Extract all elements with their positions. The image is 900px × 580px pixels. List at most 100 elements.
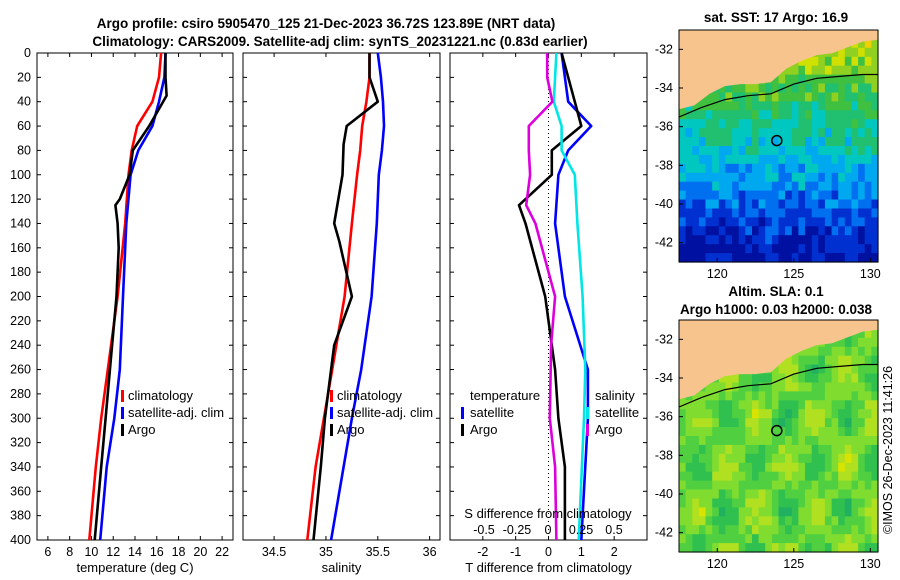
map-cell xyxy=(844,146,852,156)
map-cell xyxy=(692,409,700,419)
map-cell xyxy=(871,181,879,192)
map-cell xyxy=(685,217,693,227)
argo-position-marker xyxy=(771,134,783,147)
map-cell xyxy=(771,453,780,464)
map-cell xyxy=(758,543,766,553)
map-cell xyxy=(758,409,766,419)
map-cell xyxy=(758,137,766,147)
map-cell xyxy=(679,154,687,165)
map-cell xyxy=(765,516,773,526)
map-cell xyxy=(864,418,872,428)
map-cell xyxy=(765,137,773,147)
map-cell xyxy=(818,498,826,508)
map-cell xyxy=(705,172,713,183)
map-cell xyxy=(791,409,799,419)
map-cell xyxy=(712,507,720,517)
map-cell xyxy=(778,217,786,227)
map-cell xyxy=(844,436,852,446)
map-cell xyxy=(778,444,786,455)
y-tick-label: 40 xyxy=(17,95,31,109)
map-cell xyxy=(752,373,760,383)
map-cell xyxy=(692,253,700,263)
map-cell xyxy=(752,507,760,517)
map-cell xyxy=(718,244,726,254)
map-cell xyxy=(824,235,833,245)
map-cell xyxy=(858,65,866,76)
map-cell xyxy=(705,436,713,446)
map-cell xyxy=(778,382,786,392)
map-cell xyxy=(698,436,707,446)
secondary-axis-label: S difference from climatology xyxy=(464,506,632,521)
map-cell xyxy=(871,92,879,102)
legend-label: satellite-adj. clim xyxy=(337,405,433,420)
map-cell xyxy=(738,400,746,410)
map-cell xyxy=(692,154,700,165)
map-cell xyxy=(752,110,760,120)
map-cell xyxy=(831,199,839,209)
legend-label: satellite xyxy=(470,405,514,420)
map-cell xyxy=(752,128,760,138)
x-tick-label: 22 xyxy=(215,545,229,559)
map-cell xyxy=(785,83,793,93)
map-cell xyxy=(732,400,740,410)
map-cell xyxy=(838,444,846,455)
map-cell xyxy=(798,65,806,76)
map-cell xyxy=(818,199,826,209)
map-cell xyxy=(685,480,693,491)
map-cell xyxy=(738,471,746,482)
map-cell xyxy=(805,471,813,482)
map-cell xyxy=(771,172,780,183)
map-cell xyxy=(851,498,859,508)
map-cell xyxy=(824,534,833,544)
map-cell xyxy=(805,56,813,67)
map-cell xyxy=(679,498,687,508)
map-cell xyxy=(838,391,846,401)
map-cell xyxy=(732,217,740,227)
map-cell xyxy=(844,498,852,508)
map-cell xyxy=(738,190,746,201)
map-cell xyxy=(864,190,872,201)
map-cell xyxy=(838,83,846,93)
map-cell xyxy=(778,391,786,401)
map-cell xyxy=(864,146,872,156)
map-cell xyxy=(811,101,819,111)
map-cell xyxy=(752,444,760,455)
map-cell xyxy=(712,253,720,263)
map-cell xyxy=(811,543,819,553)
map-cell xyxy=(765,543,773,553)
map-cell xyxy=(838,253,846,263)
difference-panel: -2 -1 0 1 2T difference from climatology temp… xyxy=(449,52,648,575)
map-cell xyxy=(811,253,819,263)
map-cell xyxy=(785,154,793,165)
map-cell xyxy=(725,462,733,473)
map-cell xyxy=(765,208,773,218)
map-cell xyxy=(838,436,846,446)
map-cell xyxy=(752,208,760,218)
map-cell xyxy=(791,253,799,263)
map-cell xyxy=(818,418,826,428)
map-cell xyxy=(765,453,773,464)
y-tick-label: 400 xyxy=(10,533,31,547)
map-cell xyxy=(811,181,819,192)
map-cell xyxy=(732,534,740,544)
map-cell xyxy=(679,534,687,544)
map-cell xyxy=(798,543,806,553)
map-cell xyxy=(824,226,833,236)
map-cell xyxy=(871,489,879,499)
map-cell xyxy=(858,47,866,58)
map-cell xyxy=(698,409,707,419)
map-cell xyxy=(745,409,753,419)
x-axis-label: T difference from climatology xyxy=(465,560,632,575)
map-cell xyxy=(785,471,793,482)
map-cell xyxy=(791,137,799,147)
map-cell xyxy=(811,391,819,401)
map-cell xyxy=(824,199,833,209)
map-cell xyxy=(791,525,799,535)
map-cell xyxy=(745,436,753,446)
map-cell xyxy=(824,128,833,138)
y-tick-label: 320 xyxy=(10,436,31,450)
map-cell xyxy=(692,110,700,120)
map-cell xyxy=(718,83,726,93)
map-cell xyxy=(718,235,726,245)
map-cell xyxy=(858,489,866,499)
